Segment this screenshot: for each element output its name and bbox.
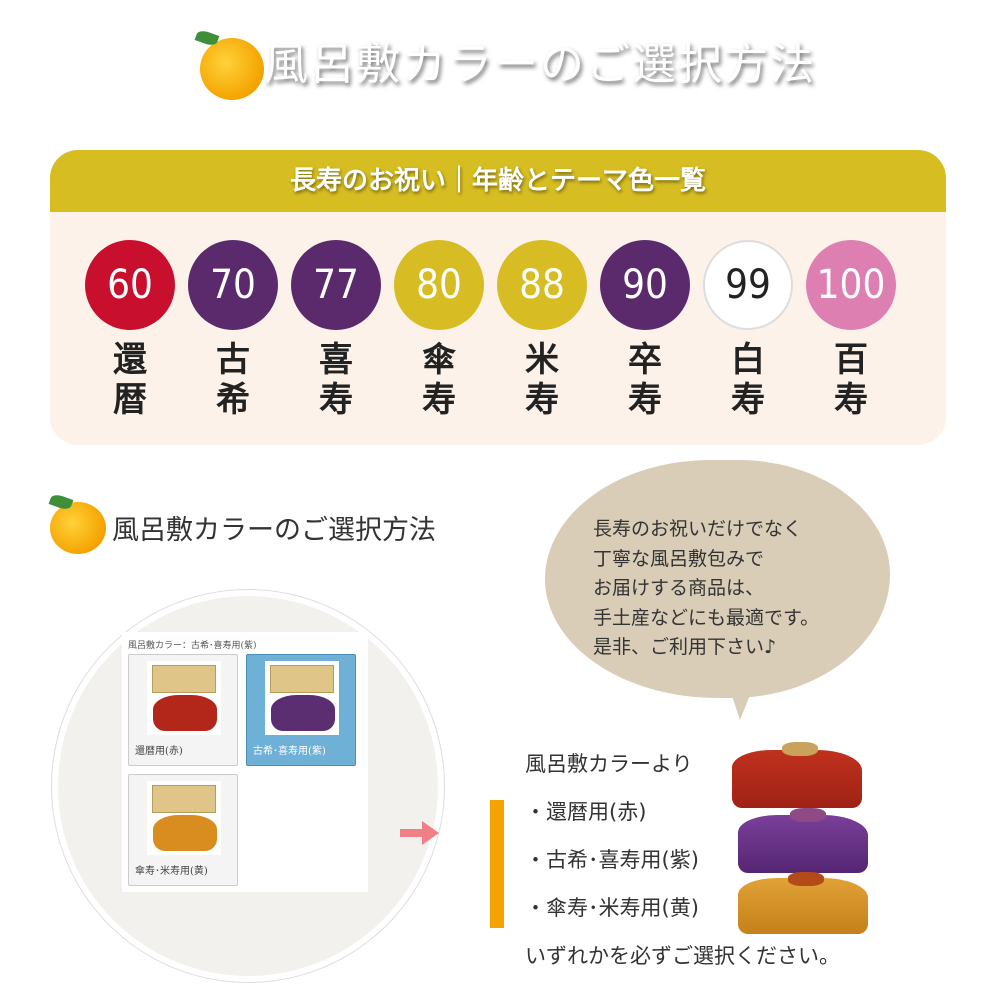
furoshiki-cloth [153,815,217,851]
furoshiki-knot [788,872,824,886]
selector-screenshot: 風呂敷カラー：古希･喜寿用(紫) 還暦用(赤) 古希･喜寿用(紫) 傘寿･米寿用(黄… [122,632,368,892]
option-label: 古希･喜寿用(紫) [253,746,326,757]
list-item: ・還暦用(赤) [525,800,647,824]
age-name: 古希 [216,340,250,420]
furoshiki-knot [782,742,818,756]
bubble-line: 手土産などにも最適です。 [593,606,820,629]
age-circle-77: 77 [291,240,381,330]
option-label: 還暦用(赤) [135,746,183,757]
age-color-panel: 長寿のお祝い｜年齢とテーマ色一覧 60 還暦 70 古希 77 喜寿 80 傘寿 88 米寿 90 卒… [50,150,946,445]
furoshiki-purple-image [738,815,868,873]
gift-box [152,785,216,813]
furoshiki-yellow-image [738,878,868,934]
selector-label: 風呂敷カラー：古希･喜寿用(紫) [128,641,257,651]
age-name: 米寿 [525,340,559,420]
age-circle-100: 100 [806,240,896,330]
orange-icon [50,502,106,554]
furoshiki-option[interactable]: 還暦用(赤) [128,654,238,766]
age-circle-80: 80 [394,240,484,330]
option-label: 傘寿･米寿用(黄) [135,866,208,877]
bubble-line: お届けする商品は、 [593,577,765,599]
furoshiki-cloth [153,695,217,731]
gift-box [152,665,216,693]
age-name: 白寿 [731,340,765,420]
age-circle-70: 70 [188,240,278,330]
speech-bubble [545,460,890,698]
list-item: ・傘寿･米寿用(黄) [525,896,699,920]
age-name: 喜寿 [319,340,353,420]
list-intro: 風呂敷カラーより [525,752,693,776]
age-circle-88: 88 [497,240,587,330]
orange-icon [200,38,264,100]
age-circle-99: 99 [703,240,793,330]
gift-box [270,665,334,693]
accent-bar [490,800,504,928]
bubble-line: 是非、ご利用下さい♪ [593,636,777,658]
panel-header: 長寿のお祝い｜年齢とテーマ色一覧 [50,150,946,212]
age-name: 還暦 [113,340,147,420]
speech-bubble-tail [730,690,752,720]
product-thumbnail [147,661,221,735]
age-name: 傘寿 [422,340,456,420]
furoshiki-option[interactable]: 古希･喜寿用(紫) [246,654,356,766]
bubble-line: 丁寧な風呂敷包みで [593,547,765,570]
furoshiki-knot [790,808,826,822]
page-title: 風呂敷カラーのご選択方法 [264,39,816,90]
age-circle-90: 90 [600,240,690,330]
arrow-right-icon [400,821,439,845]
product-thumbnail [265,661,339,735]
bubble-line: 長寿のお祝いだけでなく [593,518,803,540]
furoshiki-cloth [271,695,335,731]
age-name: 卒寿 [628,340,662,420]
age-name: 百寿 [834,340,868,420]
list-outro: いずれかを必ずご選択ください。 [525,944,840,968]
bubble-text: 長寿のお祝いだけでなく 丁寧な風呂敷包みで お届けする商品は、 手土産などにも最… [593,515,819,663]
section-title: 風呂敷カラーのご選択方法 [112,515,436,546]
furoshiki-red-image [732,750,862,808]
furoshiki-option[interactable]: 傘寿･米寿用(黄) [128,774,238,886]
age-circle-60: 60 [85,240,175,330]
product-thumbnail [147,781,221,855]
list-item: ・古希･喜寿用(紫) [525,848,699,872]
